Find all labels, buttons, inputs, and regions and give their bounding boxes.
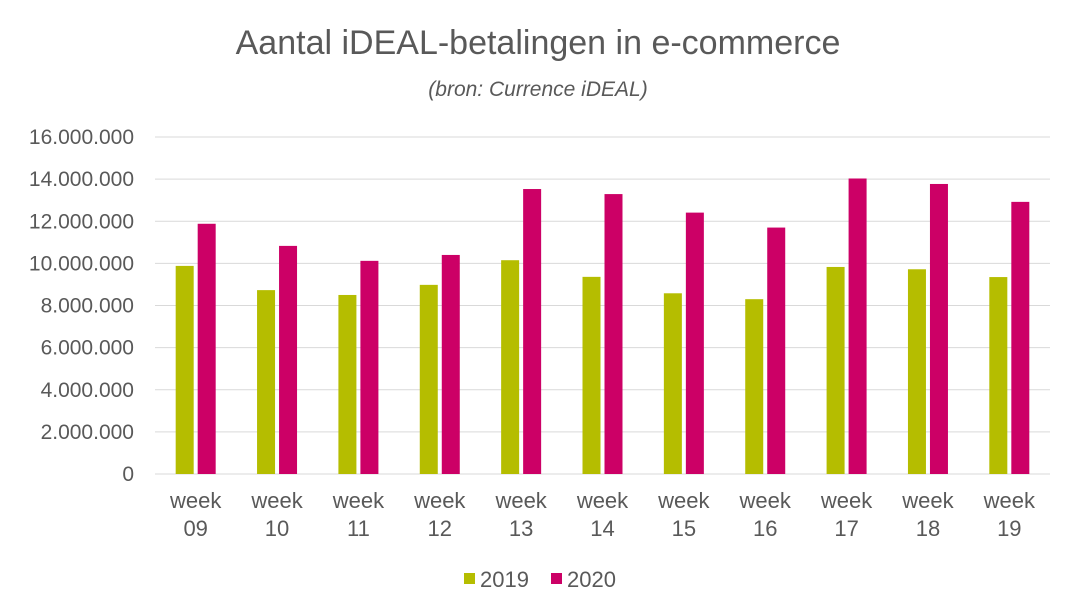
legend-swatch-2020 <box>551 573 562 584</box>
x-tick-label: week 11 <box>332 488 385 541</box>
chart-subtitle: (bron: Currence iDEAL) <box>428 78 647 101</box>
bar-2020-week-10 <box>279 245 298 474</box>
bar-2019-week-17 <box>826 266 845 474</box>
y-tick-label: 14.000.000 <box>29 168 134 191</box>
bar-2019-week-16 <box>745 299 764 474</box>
x-tick-label: week 16 <box>739 488 792 541</box>
bar-2019-week-14 <box>582 276 601 474</box>
bar-2020-week-15 <box>685 212 704 474</box>
y-tick-label: 4.000.000 <box>41 379 134 402</box>
x-tick-label: week 15 <box>657 488 710 541</box>
bar-2019-week-18 <box>907 269 926 474</box>
y-tick-label: 2.000.000 <box>41 421 134 444</box>
y-tick-label: 6.000.000 <box>41 337 134 360</box>
x-tick-label: week 19 <box>983 488 1036 541</box>
bar-2020-week-18 <box>929 183 948 475</box>
legend: 2019 2020 <box>464 567 616 592</box>
x-axis-ticks: week 09 week 10 week 11 week 12 week 13 week 14 week… <box>169 488 1036 541</box>
bars <box>175 178 1030 475</box>
y-tick-label: 12.000.000 <box>29 210 134 233</box>
legend-label-2020: 2020 <box>567 567 616 592</box>
bar-2020-week-12 <box>441 254 460 474</box>
x-tick-label: week 14 <box>576 488 629 541</box>
bar-2019-week-13 <box>501 260 520 474</box>
y-axis-ticks: 0 2.000.000 4.000.000 6.000.000 8.000.000 10.… <box>29 126 134 486</box>
bar-2020-week-19 <box>1011 201 1030 474</box>
legend-swatch-2019 <box>464 573 475 584</box>
y-tick-label: 0 <box>122 463 134 486</box>
bar-2019-week-12 <box>419 284 438 474</box>
x-tick-label: week 18 <box>901 488 954 541</box>
bar-2019-week-19 <box>989 277 1008 474</box>
bar-2020-week-16 <box>767 227 786 474</box>
bar-2019-week-09 <box>175 265 194 474</box>
x-tick-label: week 13 <box>494 488 547 541</box>
chart-title: Aantal iDEAL-betalingen in e-commerce <box>236 24 841 62</box>
y-tick-label: 16.000.000 <box>29 126 134 149</box>
bar-2019-week-10 <box>257 290 276 474</box>
bar-2020-week-11 <box>360 260 379 474</box>
bar-2019-week-15 <box>663 293 682 474</box>
x-tick-label: week 10 <box>250 488 303 541</box>
x-tick-label: week 09 <box>169 488 222 541</box>
bar-2019-week-11 <box>338 294 357 474</box>
bar-2020-week-13 <box>523 189 542 475</box>
x-tick-label: week 12 <box>413 488 466 541</box>
x-tick-label: week 17 <box>820 488 873 541</box>
bar-2020-week-17 <box>848 178 867 475</box>
legend-label-2019: 2019 <box>480 567 529 592</box>
gridlines <box>155 136 1050 475</box>
bar-2020-week-14 <box>604 194 623 474</box>
bar-2020-week-09 <box>197 223 216 474</box>
y-tick-label: 10.000.000 <box>29 252 134 275</box>
y-tick-label: 8.000.000 <box>41 295 134 318</box>
